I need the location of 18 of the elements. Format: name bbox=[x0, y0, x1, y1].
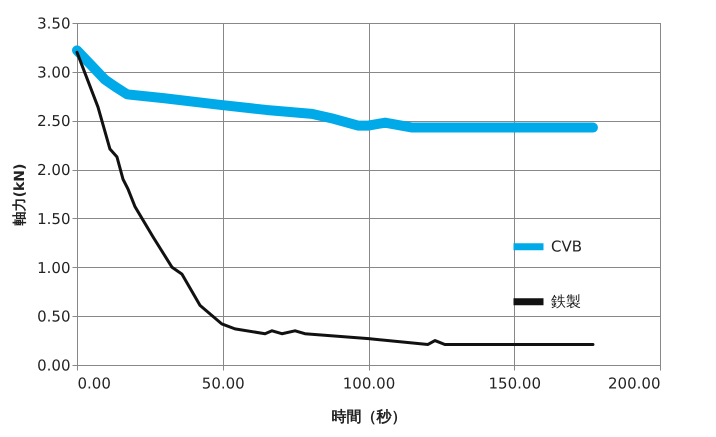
y-tick-label: 0.00 bbox=[37, 356, 70, 374]
y-tick-label: 3.50 bbox=[37, 14, 70, 32]
y-tick-label: 0.50 bbox=[37, 308, 70, 326]
line-series bbox=[76, 50, 594, 346]
x-tick-label: 50.00 bbox=[202, 374, 245, 392]
y-tick-label: 3.00 bbox=[37, 63, 70, 82]
x-tick-label: 200.00 bbox=[608, 374, 660, 392]
legend-label: CVB bbox=[551, 238, 582, 256]
legend-label: 鉄製 bbox=[551, 292, 581, 311]
y-tick-label: 1.00 bbox=[37, 258, 70, 277]
x-tick-label: 100.00 bbox=[342, 374, 396, 392]
x-axis-title: 時間（秒） bbox=[332, 408, 406, 426]
y-tick-label: 1.50 bbox=[37, 210, 70, 228]
x-tick-label: 0.00 bbox=[78, 374, 111, 392]
x-tick-label: 150.00 bbox=[488, 374, 541, 392]
y-axis-title: 軸力(kN) bbox=[12, 164, 28, 226]
y-tick-label: 2.50 bbox=[37, 112, 70, 130]
y-tick-label: 2.00 bbox=[37, 161, 70, 180]
